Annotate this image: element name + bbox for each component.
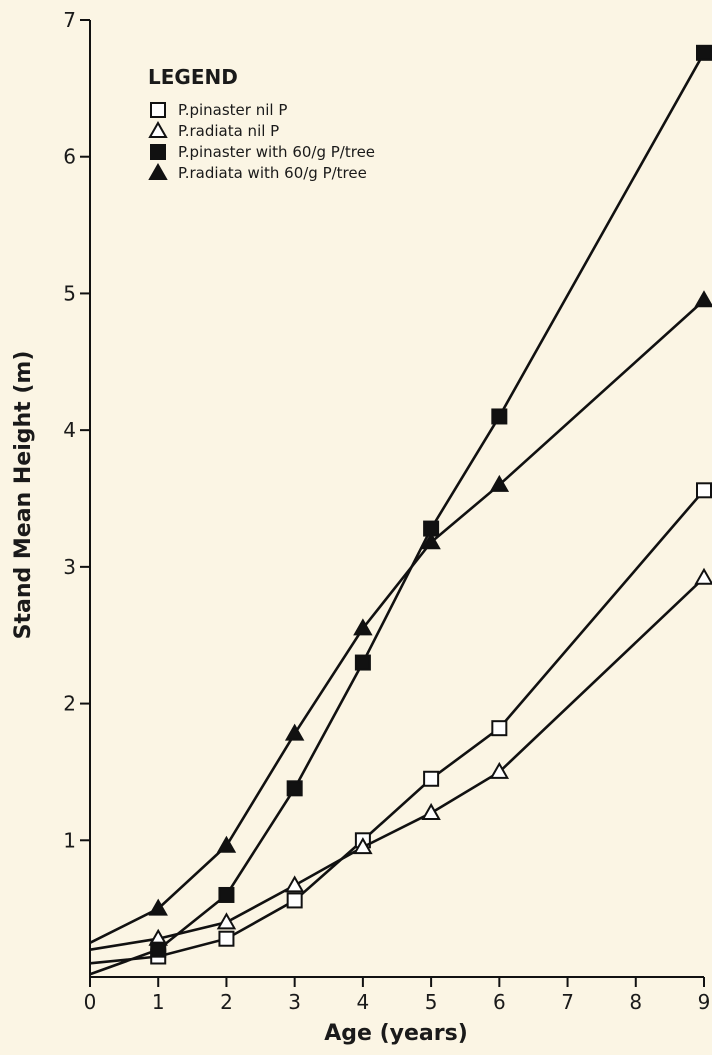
x-tick-label: 0: [84, 990, 97, 1014]
data-point: [286, 780, 303, 797]
series-line: [89, 52, 706, 976]
y-tick-label: 3: [63, 555, 76, 579]
data-point: [694, 290, 712, 308]
axes: [89, 20, 704, 978]
legend-marker: [148, 120, 168, 138]
legend-item: P.radiata with 60/g P/tree: [148, 162, 367, 182]
data-point: [491, 720, 508, 737]
series-line: [89, 299, 705, 944]
data-point: [491, 408, 508, 425]
data-point: [421, 532, 441, 550]
y-tick-label: 1: [63, 828, 76, 852]
x-tick-label: 4: [357, 990, 370, 1014]
data-point: [354, 654, 371, 671]
x-tick-label: 5: [425, 990, 438, 1014]
series-1: [89, 567, 712, 951]
x-tick-label: 1: [152, 990, 165, 1014]
data-point: [423, 770, 440, 787]
x-tick-label: 3: [288, 990, 301, 1014]
legend-item: P.radiata nil P: [148, 120, 279, 140]
y-axis-title: Stand Mean Height (m): [11, 351, 36, 640]
y-tick-label: 2: [63, 692, 76, 716]
data-point: [218, 886, 235, 903]
x-tick-label: 8: [629, 990, 642, 1014]
data-point: [421, 802, 441, 820]
x-axis-title: Age (years): [324, 1021, 468, 1046]
x-tick-label: 2: [220, 990, 233, 1014]
legend-marker: [150, 102, 166, 118]
legend: LEGEND P.pinaster nil P P.radiata nil P P.p…: [148, 65, 375, 182]
legend-item: P.pinaster with 60/g P/tree: [150, 143, 375, 161]
data-point: [148, 898, 168, 916]
series-group: [89, 44, 712, 976]
legend-label: P.pinaster with 60/g P/tree: [178, 143, 375, 161]
y-tick-label: 6: [63, 145, 76, 169]
x-tick-label: 7: [561, 990, 574, 1014]
data-point: [489, 761, 510, 779]
data-point: [694, 567, 712, 585]
y-tick-label: 7: [63, 8, 76, 32]
legend-marker: [150, 144, 166, 160]
data-point: [218, 930, 235, 947]
y-tick-label: 5: [63, 281, 76, 305]
data-point: [353, 618, 373, 636]
data-point: [353, 837, 373, 855]
data-point: [216, 835, 237, 853]
data-point: [150, 941, 167, 958]
series-0: [89, 482, 712, 965]
legend-label: P.radiata with 60/g P/tree: [178, 164, 367, 182]
data-point: [286, 892, 303, 909]
x-tick-label: 6: [493, 990, 506, 1014]
ticks: 0 1 2 3 4 5 6 7 8 9 1 2 3 4 5 6 7: [63, 8, 710, 1014]
data-point: [216, 912, 237, 930]
x-tick-label: 9: [698, 990, 711, 1014]
data-point: [284, 723, 305, 741]
series-2: [89, 44, 712, 976]
series-line: [89, 576, 705, 951]
series-3: [89, 290, 712, 944]
series-line: [89, 489, 705, 965]
data-point: [489, 474, 510, 492]
legend-title: LEGEND: [148, 65, 238, 89]
data-point: [696, 482, 712, 499]
legend-item: P.pinaster nil P: [150, 101, 287, 119]
data-point: [696, 44, 712, 61]
y-tick-label: 4: [63, 418, 76, 442]
legend-label: P.pinaster nil P: [178, 101, 287, 119]
data-point: [284, 875, 305, 893]
legend-marker: [148, 162, 168, 180]
legend-label: P.radiata nil P: [178, 122, 279, 140]
